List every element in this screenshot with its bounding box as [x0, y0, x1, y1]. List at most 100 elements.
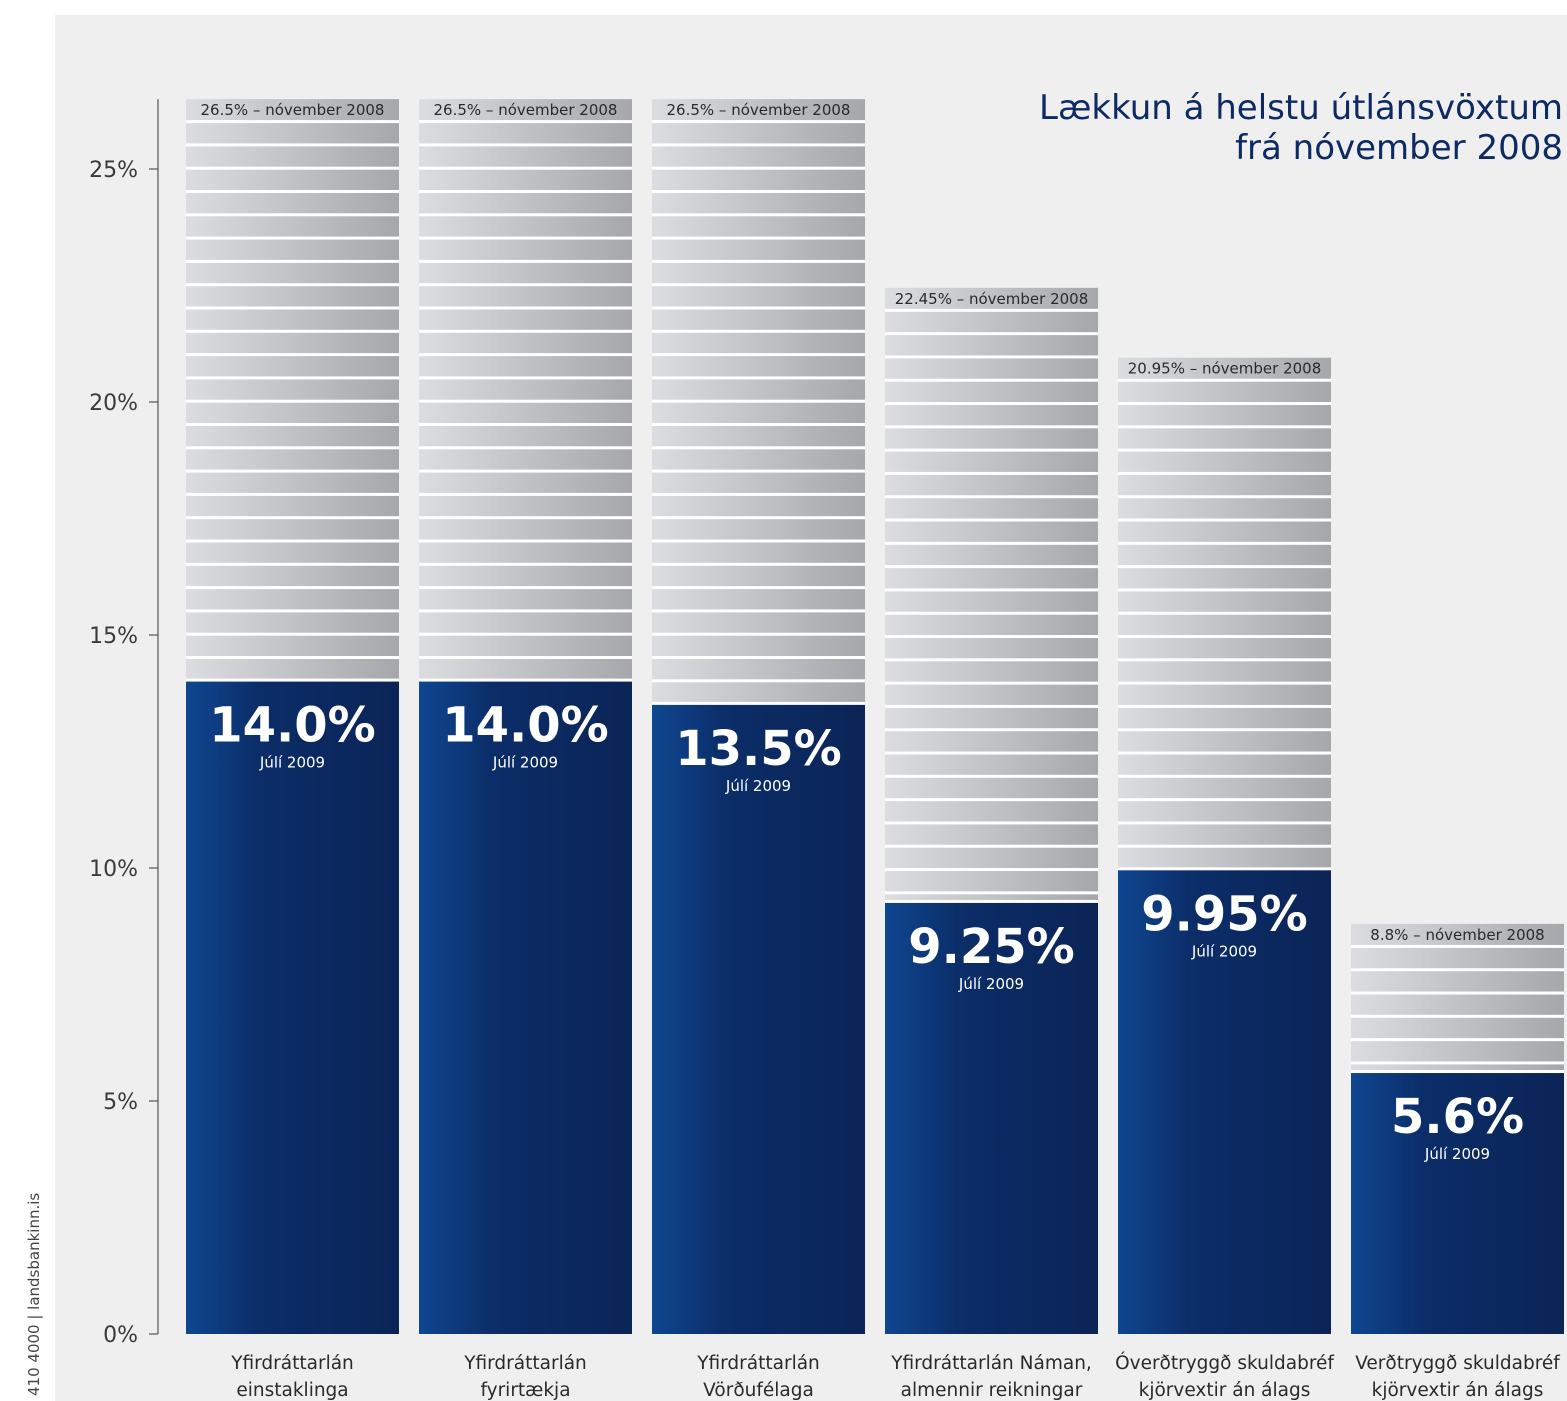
chart-title-line-1: Lækkun á helstu útlánsvöxtum	[1039, 88, 1563, 128]
bar-stripe	[1351, 1061, 1564, 1065]
bar-stripe	[186, 329, 399, 333]
y-axis: 0% 5% 10% 15% 20% 25%	[89, 99, 159, 1348]
bar-stripe	[419, 190, 632, 193]
bar-stripe	[186, 656, 399, 659]
bar-stripe	[1118, 704, 1331, 708]
bar-stripe	[652, 120, 865, 124]
bar-stripe	[652, 376, 865, 380]
bar-stripe	[652, 143, 865, 147]
bar-stripe	[419, 446, 632, 450]
bar-stripe	[1118, 844, 1331, 848]
bar-stripe	[652, 399, 865, 403]
bar-stripe	[885, 728, 1098, 732]
side-note: 410 4000 | landsbankinn.is	[25, 1192, 43, 1396]
category-label: kjörvextir án álags	[1139, 1380, 1311, 1401]
bar-stripe	[1118, 495, 1331, 499]
current-rate-date: Júlí 2009	[725, 777, 791, 795]
current-rate-date: Júlí 2009	[492, 754, 558, 772]
bar-stripe	[1118, 425, 1331, 429]
bar-stripe	[652, 213, 865, 217]
bar-stripe	[419, 166, 632, 170]
bar-stripe	[885, 402, 1098, 406]
current-rate-bar	[885, 902, 1098, 1334]
bar-stripe	[885, 448, 1098, 452]
bar-stripe	[885, 798, 1098, 802]
bar-stripe	[652, 562, 865, 566]
bar-stripe	[186, 213, 399, 217]
current-rate-value: 13.5%	[675, 721, 842, 777]
bar-stripe	[419, 259, 632, 263]
current-rate-date: Júlí 2009	[1424, 1145, 1490, 1163]
bar-stripe	[885, 378, 1098, 382]
current-rate-value: 9.25%	[908, 919, 1075, 975]
bar-stripe	[652, 329, 865, 333]
bar-stripe	[186, 166, 399, 170]
bar-stripe	[186, 120, 399, 124]
current-rate-value: 5.6%	[1391, 1089, 1524, 1145]
previous-rate-label: 8.8% – nóvember 2008	[1370, 926, 1544, 944]
bar-stripe	[1118, 635, 1331, 639]
bar-stripe	[885, 495, 1098, 499]
category-label: Verðtryggð skuldabréf	[1355, 1353, 1560, 1374]
bar-stripe	[419, 609, 632, 613]
bar-stripe	[419, 143, 632, 147]
chart-title-line-2: frá nóvember 2008	[1235, 128, 1563, 168]
previous-rate-label: 26.5% – nóvember 2008	[667, 101, 851, 119]
bar-stripe	[885, 844, 1098, 848]
bar-stripe	[652, 190, 865, 193]
bar-stripe	[186, 376, 399, 380]
bar-stripe	[885, 751, 1098, 755]
previous-rate-label: 22.45% – nóvember 2008	[895, 290, 1089, 308]
bar-stripe	[419, 120, 632, 124]
bar-stripe	[419, 469, 632, 473]
bar-stripe	[186, 259, 399, 263]
bar-stripe	[885, 868, 1098, 872]
bar-stripe	[186, 539, 399, 543]
category-label: Óverðtryggð skuldabréf	[1115, 1352, 1334, 1374]
bar-stripe	[186, 446, 399, 450]
bar-stripe	[1118, 402, 1331, 406]
bar-stripe	[1118, 448, 1331, 452]
chart-title: Lækkun á helstu útlánsvöxtum frá nóvembe…	[863, 88, 1563, 168]
current-rate-value: 14.0%	[209, 698, 376, 754]
bar-stripe	[419, 656, 632, 659]
bar-stripe	[419, 283, 632, 287]
bar-stripe	[186, 632, 399, 636]
bar-stripe	[186, 492, 399, 496]
category-label: einstaklinga	[236, 1380, 348, 1401]
bar-stripe	[652, 679, 865, 683]
bar-stripe	[186, 236, 399, 240]
current-rate-bar	[186, 681, 399, 1334]
bar-stripe	[1118, 588, 1331, 592]
bar-stripe	[652, 632, 865, 636]
bar-stripe	[885, 704, 1098, 708]
current-rate-date: Júlí 2009	[259, 754, 325, 772]
bar-stripe	[1118, 518, 1331, 522]
bar-stripe	[652, 446, 865, 450]
bar-stripe	[1118, 798, 1331, 802]
category-label: almennir reikningar	[901, 1380, 1083, 1401]
bars	[186, 99, 1564, 1334]
bar-stripe	[1118, 728, 1331, 732]
bar-stripe	[652, 656, 865, 659]
bar-stripe	[1118, 658, 1331, 662]
bar-stripe	[885, 471, 1098, 475]
bar-stripe	[419, 306, 632, 310]
previous-rate-bar	[186, 99, 399, 682]
current-rate-bar	[1118, 870, 1331, 1334]
bar-stripe	[1351, 991, 1564, 995]
bar-stripe	[419, 329, 632, 333]
bar-stripe	[1118, 565, 1331, 569]
bar-stripe	[186, 190, 399, 193]
bar-stripe	[885, 774, 1098, 778]
category-label: Yfirdráttarlán	[463, 1353, 587, 1374]
bar-stripe	[1118, 378, 1331, 382]
bar-stripe	[186, 516, 399, 520]
bar-stripe	[186, 143, 399, 147]
previous-rate-label: 26.5% – nóvember 2008	[434, 101, 618, 119]
current-rate-bar	[1351, 1073, 1564, 1334]
bar-stripe	[419, 236, 632, 240]
current-rate-bar	[652, 704, 865, 1334]
